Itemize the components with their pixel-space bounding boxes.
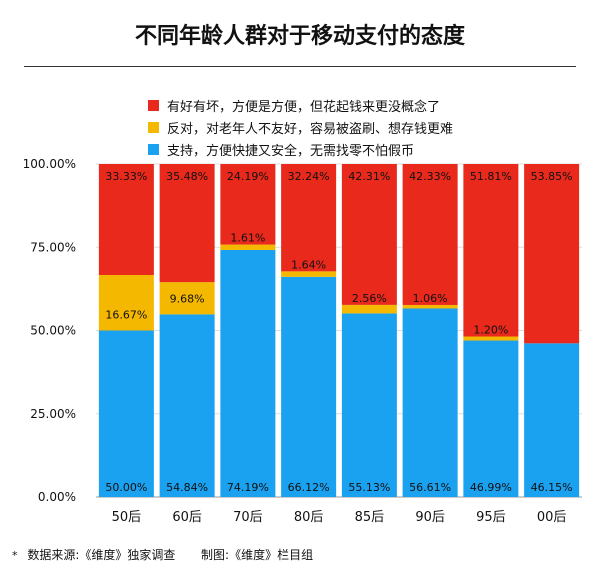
data-label-mixed: 35.48% <box>166 170 208 183</box>
bar-segment <box>341 304 397 314</box>
data-label-oppose: 1.61% <box>230 232 265 245</box>
data-label-mixed: 32.24% <box>288 170 330 183</box>
y-tick-label: 100.00% <box>23 157 76 171</box>
data-label-oppose: 2.56% <box>352 292 387 305</box>
legend: 有好有坏，方便是方便，但花起钱来更没概念了 反对，对老年人不友好，容易被盗刷、想… <box>148 94 453 160</box>
data-label-mixed: 42.31% <box>348 170 390 183</box>
data-label-mixed: 24.19% <box>227 170 269 183</box>
bar-segment <box>220 249 276 497</box>
data-label-support: 50.00% <box>105 481 147 494</box>
bar-segment <box>402 164 458 305</box>
bar-segment <box>341 164 397 305</box>
legend-item-mixed: 有好有坏，方便是方便，但花起钱来更没概念了 <box>148 94 453 116</box>
credit-note: 制图:《维度》栏目组 <box>201 548 314 562</box>
bar-segment <box>281 271 337 277</box>
legend-item-support: 支持，方便快捷又安全，无需找零不怕假币 <box>148 138 453 160</box>
title-divider <box>24 66 576 67</box>
bar-segment <box>98 274 154 331</box>
data-label-support: 66.12% <box>288 481 330 494</box>
bar-segment <box>159 314 215 497</box>
data-label-oppose: 1.06% <box>413 292 448 305</box>
legend-label-support: 支持，方便快捷又安全，无需找零不怕假币 <box>167 143 415 159</box>
bar-segment <box>98 164 154 275</box>
x-tick-label: 80后 <box>294 510 324 525</box>
bar-segment <box>159 282 215 315</box>
y-tick-label: 25.00% <box>30 407 76 421</box>
y-tick-label: 75.00% <box>30 240 76 254</box>
chart-title: 不同年龄人群对于移动支付的态度 <box>134 24 465 49</box>
data-label-oppose: 16.67% <box>105 309 147 322</box>
bar-segment <box>402 308 458 497</box>
bar-segment <box>402 304 458 309</box>
data-label-mixed: 42.33% <box>409 170 451 183</box>
bar-segment <box>98 330 154 497</box>
legend-label-oppose: 反对，对老年人不友好，容易被盗刷、想存钱更难 <box>167 121 454 137</box>
footnote-star: * <box>12 549 18 562</box>
data-label-mixed: 33.33% <box>105 170 147 183</box>
data-label-oppose: 9.68% <box>170 292 205 305</box>
bar-segment <box>341 313 397 497</box>
data-label-mixed: 53.85% <box>531 170 573 183</box>
x-tick-label: 60后 <box>172 510 202 525</box>
data-label-support: 54.84% <box>166 481 208 494</box>
bar-segment <box>220 164 276 245</box>
bar-segment <box>524 164 580 344</box>
data-label-support: 55.13% <box>348 481 390 494</box>
x-tick-label: 95后 <box>476 510 506 525</box>
data-label-support: 74.19% <box>227 481 269 494</box>
x-tick-label: 70后 <box>233 510 263 525</box>
x-tick-label: 90后 <box>415 510 445 525</box>
legend-item-oppose: 反对，对老年人不友好，容易被盗刷、想存钱更难 <box>148 116 453 138</box>
x-tick-label: 00后 <box>537 510 567 525</box>
bar-segment <box>220 244 276 250</box>
legend-label-mixed: 有好有坏，方便是方便，但花起钱来更没概念了 <box>167 99 441 115</box>
legend-swatch-yellow <box>148 121 159 133</box>
bar-segment <box>281 164 337 272</box>
bar-segment <box>463 340 519 497</box>
bar-segment <box>463 336 519 341</box>
data-label-support: 46.15% <box>531 481 573 494</box>
x-tick-label: 50后 <box>112 510 142 525</box>
legend-swatch-red <box>148 99 159 111</box>
bar-segment <box>524 343 580 497</box>
y-tick-label: 0.00% <box>38 490 76 504</box>
data-label-mixed: 51.81% <box>470 170 512 183</box>
legend-swatch-blue <box>148 143 159 155</box>
data-label-oppose: 1.64% <box>291 258 326 271</box>
data-label-oppose: 1.20% <box>473 324 508 337</box>
source-note: 数据来源:《维度》独家调查 <box>27 548 176 562</box>
data-label-support: 46.99% <box>470 481 512 494</box>
bar-segment <box>159 164 215 283</box>
x-tick-label: 85后 <box>355 510 385 525</box>
bar-segment <box>463 164 519 337</box>
y-tick-label: 50.00% <box>30 324 76 338</box>
footer: * 数据来源:《维度》独家调查 制图:《维度》栏目组 <box>12 546 313 563</box>
data-label-support: 56.61% <box>409 481 451 494</box>
bar-segment <box>281 276 337 497</box>
